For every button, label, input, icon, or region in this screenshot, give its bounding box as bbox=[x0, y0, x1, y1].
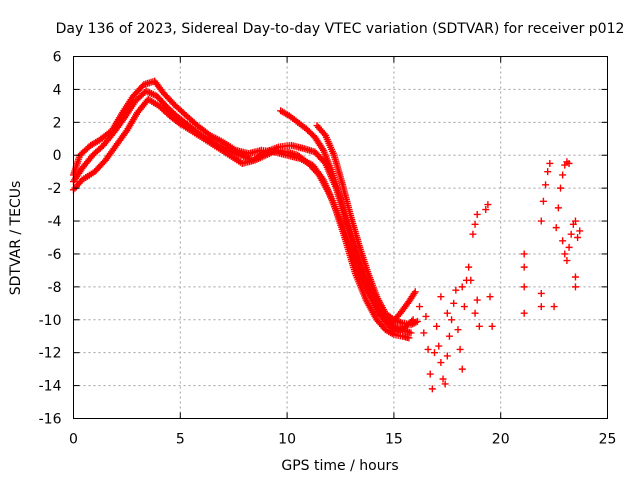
data-point bbox=[552, 224, 560, 232]
data-point bbox=[563, 257, 571, 265]
data-point bbox=[445, 332, 453, 340]
data-point bbox=[465, 263, 473, 271]
data-point bbox=[467, 276, 475, 284]
data-point bbox=[559, 171, 567, 179]
y-tick-label: 6 bbox=[53, 50, 62, 66]
data-point bbox=[542, 181, 550, 189]
y-tick-label: -14 bbox=[39, 379, 62, 395]
y-tick-label: -2 bbox=[48, 181, 62, 197]
y-tick-label: 4 bbox=[53, 82, 62, 98]
grid bbox=[73, 56, 608, 419]
x-tick-label: 15 bbox=[385, 432, 403, 448]
data-point bbox=[407, 329, 415, 337]
data-point bbox=[488, 322, 496, 330]
data-point bbox=[571, 273, 579, 281]
data-point bbox=[571, 283, 579, 291]
data-point bbox=[471, 220, 479, 228]
data-point bbox=[574, 234, 582, 241]
data-point bbox=[430, 349, 438, 357]
data-point bbox=[460, 303, 468, 311]
data-point bbox=[473, 296, 481, 304]
data-point bbox=[537, 217, 545, 225]
x-tick-label: 20 bbox=[492, 432, 510, 448]
data-point bbox=[537, 289, 545, 297]
y-tick-label: -16 bbox=[39, 412, 62, 428]
data-point bbox=[443, 309, 451, 317]
data-point bbox=[443, 352, 451, 360]
data-point bbox=[469, 230, 477, 238]
data-point bbox=[458, 283, 466, 291]
data-point bbox=[454, 326, 462, 334]
data-point bbox=[567, 230, 575, 238]
y-tick-label: -10 bbox=[39, 313, 62, 329]
data-point bbox=[411, 288, 419, 296]
data-point bbox=[550, 303, 558, 311]
y-tick-label: -4 bbox=[48, 214, 62, 230]
data-point bbox=[546, 159, 554, 167]
x-tick-label: 25 bbox=[599, 432, 617, 448]
data-marks bbox=[70, 77, 584, 393]
data-point bbox=[420, 329, 428, 337]
data-point bbox=[557, 184, 565, 192]
y-axis-label: SDTVAR / TECUs bbox=[8, 181, 24, 296]
x-tick-label: 10 bbox=[278, 432, 296, 448]
data-point bbox=[520, 283, 528, 291]
data-point bbox=[450, 299, 458, 307]
data-point bbox=[537, 303, 545, 311]
data-point bbox=[482, 206, 490, 214]
data-point bbox=[471, 309, 479, 317]
data-point bbox=[416, 303, 424, 311]
data-point bbox=[412, 318, 420, 326]
data-point bbox=[456, 345, 464, 353]
plot-frame bbox=[73, 56, 608, 419]
data-point bbox=[458, 365, 466, 373]
data-point bbox=[473, 210, 481, 218]
data-point bbox=[422, 312, 430, 320]
y-tick-label: 0 bbox=[53, 148, 62, 164]
data-point bbox=[426, 370, 434, 378]
data-point bbox=[448, 316, 456, 324]
data-point bbox=[520, 263, 528, 271]
y-tick-label: -12 bbox=[39, 346, 62, 362]
axes: 0 5 10 15 20 25 -16 -14 -12 -10 -8 -6 -4 -2 0 2 4 6 bbox=[39, 50, 617, 448]
y-tick-label: 2 bbox=[53, 115, 62, 131]
x-tick-label: 5 bbox=[176, 432, 185, 448]
data-point bbox=[452, 286, 460, 294]
y-tick-label: -6 bbox=[48, 247, 62, 263]
data-point bbox=[428, 385, 436, 393]
data-point bbox=[484, 201, 492, 209]
data-point bbox=[544, 168, 552, 176]
chart-title: Day 136 of 2023, Sidereal Day-to-day VTE… bbox=[56, 21, 625, 37]
data-point bbox=[439, 375, 447, 383]
data-point bbox=[413, 317, 421, 325]
data-point bbox=[565, 243, 573, 251]
data-point bbox=[424, 345, 432, 353]
data-point bbox=[571, 217, 579, 225]
data-point bbox=[520, 250, 528, 258]
data-point bbox=[437, 359, 445, 367]
data-point bbox=[565, 159, 573, 167]
data-point bbox=[559, 237, 567, 245]
x-tick-label: 0 bbox=[69, 432, 78, 448]
data-point bbox=[554, 204, 562, 212]
data-point bbox=[475, 322, 483, 330]
data-point bbox=[576, 227, 584, 235]
data-point bbox=[441, 380, 449, 388]
data-point bbox=[561, 250, 569, 258]
data-point bbox=[486, 293, 494, 301]
y-tick-label: -8 bbox=[48, 280, 62, 296]
data-point bbox=[435, 342, 443, 350]
data-point bbox=[520, 309, 528, 317]
data-point bbox=[539, 197, 547, 205]
data-point bbox=[437, 293, 445, 301]
x-axis-label: GPS time / hours bbox=[281, 458, 398, 474]
data-point bbox=[433, 322, 441, 330]
